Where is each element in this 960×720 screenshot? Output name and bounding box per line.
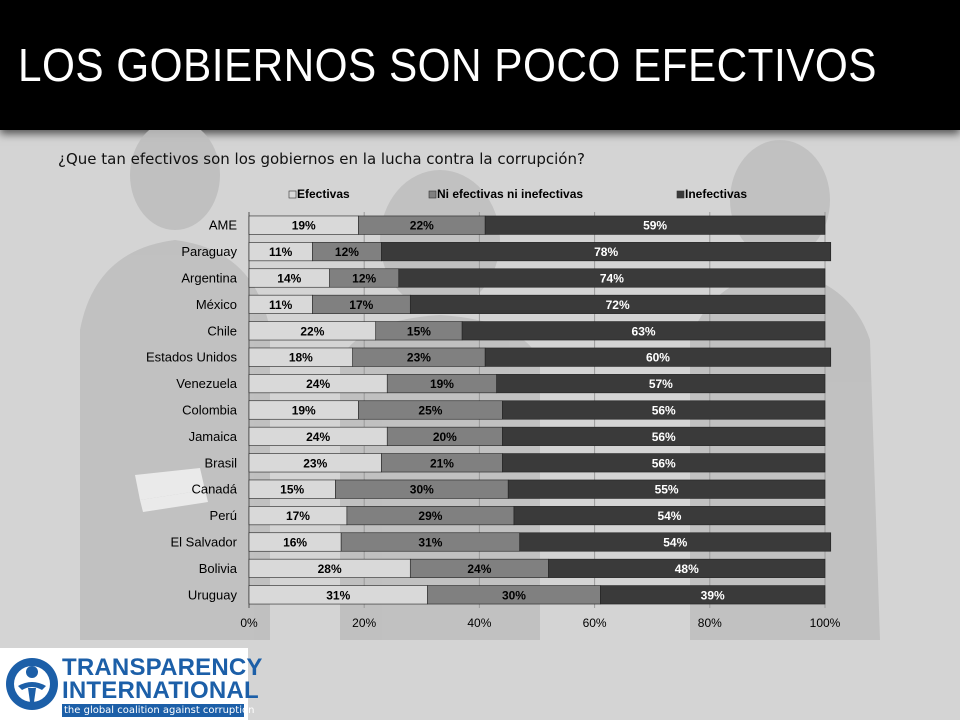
category-label: Estados Unidos (146, 350, 238, 365)
data-label: 24% (306, 377, 330, 391)
bar-segment (484, 347, 832, 367)
data-label: 29% (418, 509, 442, 523)
data-label: 15% (407, 324, 431, 338)
data-label: 24% (467, 562, 491, 576)
logo-line1: TRANSPARENCY (62, 654, 263, 681)
bar-segment (513, 506, 826, 526)
header-bar: LOS GOBIERNOS SON POCO EFECTIVOS (0, 0, 960, 130)
data-label: 11% (269, 298, 293, 312)
data-label: 72% (606, 298, 630, 312)
bar-segment (381, 242, 832, 262)
data-label: 12% (335, 245, 359, 259)
bar-segment (461, 321, 826, 341)
legend-swatch (288, 190, 297, 199)
bar-segment (548, 558, 826, 578)
x-tick-label: 80% (698, 616, 722, 630)
category-label: Perú (210, 508, 237, 523)
data-label: 23% (407, 351, 431, 365)
data-label: 19% (292, 219, 316, 233)
data-label: 54% (657, 509, 681, 523)
category-label: Jamaica (189, 429, 238, 444)
legend-entry: Inefectivas (685, 187, 747, 201)
data-label: 54% (663, 536, 687, 550)
category-label: México (196, 297, 237, 312)
data-label: 56% (652, 430, 676, 444)
data-label: 39% (701, 588, 725, 602)
legend-swatch (428, 190, 437, 199)
data-label: 48% (675, 562, 699, 576)
bar-segment (496, 374, 826, 394)
data-label: 28% (318, 562, 342, 576)
data-label: 25% (418, 404, 442, 418)
data-label: 63% (632, 324, 656, 338)
data-label: 22% (410, 219, 434, 233)
category-label: AME (209, 218, 238, 233)
data-label: 23% (303, 456, 327, 470)
data-label: 11% (269, 245, 293, 259)
stacked-bar-chart: 0% 20% 40% 60% 80% 100% Efectivas Ni efectivas … (146, 187, 841, 630)
data-label: 56% (652, 456, 676, 470)
data-label: 18% (289, 351, 313, 365)
category-label: El Salvador (171, 535, 238, 550)
category-label: Brasil (204, 455, 237, 470)
data-label: 59% (643, 219, 667, 233)
data-label: 22% (300, 324, 324, 338)
category-label: Paraguay (181, 244, 237, 259)
category-label: Uruguay (188, 587, 238, 602)
x-tick-label: 60% (583, 616, 607, 630)
data-label: 24% (306, 430, 330, 444)
data-label: 16% (283, 536, 307, 550)
bar-segment (600, 585, 826, 605)
page-title: LOS GOBIERNOS SON POCO EFECTIVOS (18, 39, 877, 91)
data-label: 74% (600, 272, 624, 286)
category-label: Colombia (182, 403, 238, 418)
x-tick-label: 100% (810, 616, 841, 630)
logo-tagline: the global coalition against corruption (62, 704, 255, 717)
x-tick-label: 0% (240, 616, 258, 630)
category-label: Argentina (181, 271, 237, 286)
data-label: 15% (280, 483, 304, 497)
legend-entry: Efectivas (297, 187, 350, 201)
bar-segment (502, 453, 826, 473)
data-label: 56% (652, 404, 676, 418)
bar-segment (502, 400, 826, 420)
category-label: Canadá (191, 482, 237, 497)
data-label: 20% (433, 430, 457, 444)
data-label: 30% (502, 588, 526, 602)
data-label: 12% (352, 272, 376, 286)
data-label: 21% (430, 456, 454, 470)
data-label: 31% (326, 588, 350, 602)
bar-segment (507, 479, 826, 499)
bar-segment (519, 532, 832, 552)
category-label: Venezuela (176, 376, 237, 391)
data-label: 17% (349, 298, 373, 312)
category-label: Chile (207, 323, 237, 338)
category-label: Bolivia (199, 561, 238, 576)
legend-entry: Ni efectivas ni inefectivas (437, 187, 583, 201)
bar-segment (502, 426, 826, 446)
logo-line2: INTERNATIONAL (62, 677, 259, 704)
data-label: 14% (277, 272, 301, 286)
globe-figure-icon (6, 658, 58, 710)
chart-title: ¿Que tan efectivos son los gobiernos en … (58, 150, 585, 168)
bar-segment (409, 294, 826, 314)
data-label: 57% (649, 377, 673, 391)
legend-swatch (676, 190, 685, 199)
data-label: 60% (646, 351, 670, 365)
data-label: 19% (430, 377, 454, 391)
x-tick-label: 40% (467, 616, 491, 630)
data-label: 17% (286, 509, 310, 523)
data-label: 55% (655, 483, 679, 497)
data-label: 31% (418, 536, 442, 550)
data-label: 19% (292, 404, 316, 418)
transparency-international-logo: TRANSPARENCY INTERNATIONAL the global co… (0, 648, 262, 720)
bar-segment (398, 268, 826, 288)
data-label: 78% (594, 245, 618, 259)
x-tick-label: 20% (352, 616, 376, 630)
data-label: 30% (410, 483, 434, 497)
bar-segment (484, 215, 826, 235)
